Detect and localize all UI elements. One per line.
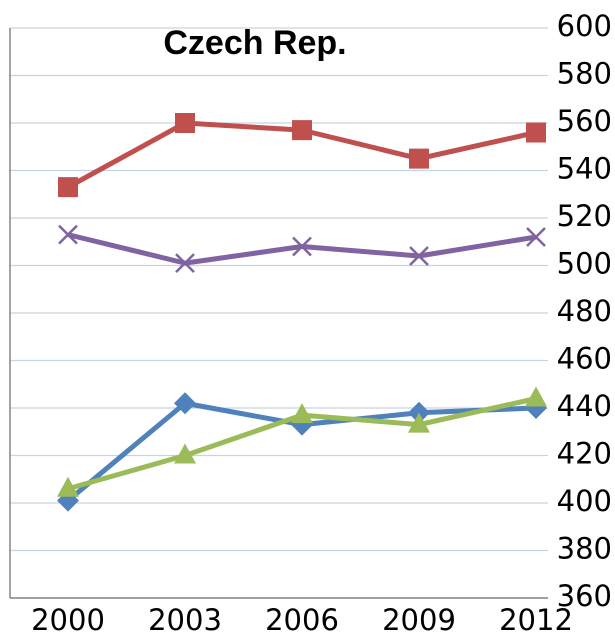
- marker: [58, 224, 78, 245]
- marker: [291, 403, 313, 424]
- series-line: [67, 232, 537, 266]
- marker: [526, 122, 546, 143]
- marker: [175, 253, 195, 274]
- marker: [525, 386, 547, 407]
- y-tick-label: 420: [557, 437, 612, 471]
- y-tick-label: 400: [557, 484, 612, 518]
- x-tick-label: 2012: [499, 603, 573, 637]
- y-tick-label: 440: [557, 389, 612, 423]
- x-tick-label: 2009: [382, 603, 456, 637]
- y-tick-label: 600: [557, 9, 612, 43]
- marker: [409, 246, 429, 266]
- marker: [174, 392, 196, 415]
- marker: [175, 113, 195, 133]
- y-tick-label: 480: [557, 294, 612, 328]
- marker: [58, 177, 78, 198]
- x-tick-label: 2003: [148, 603, 222, 637]
- y-tick-label: 460: [557, 342, 612, 376]
- marker: [409, 148, 429, 169]
- marker: [292, 236, 312, 257]
- y-tick-label: 380: [557, 532, 612, 566]
- y-tick-label: 540: [557, 152, 612, 186]
- y-tick-label: 520: [557, 199, 612, 233]
- chart-title: Czech Rep.: [163, 24, 346, 62]
- x-tick-label: 2000: [31, 603, 105, 637]
- y-tick-label: 560: [557, 104, 612, 138]
- x-tick-label: 2006: [265, 603, 339, 637]
- y-tick-label: 500: [557, 247, 612, 281]
- y-tick-label: 580: [557, 57, 612, 91]
- plot: 360 380 400 420 440 460 480 500 520 540 560 580 600 2…: [9, 9, 612, 637]
- marker: [57, 476, 79, 497]
- y-tick-label: 360: [557, 579, 612, 613]
- marker: [408, 412, 430, 433]
- marker: [526, 227, 546, 247]
- marker: [174, 443, 196, 464]
- marker: [292, 120, 312, 141]
